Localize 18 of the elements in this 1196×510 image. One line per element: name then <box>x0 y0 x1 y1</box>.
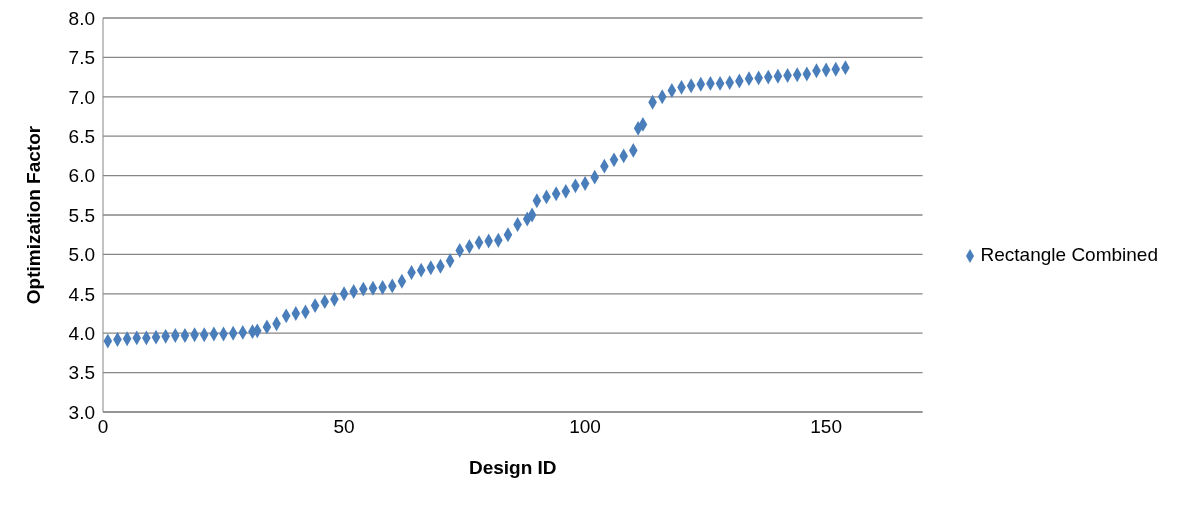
y-tick-label: 7.5 <box>68 47 95 69</box>
y-tick-label: 4.5 <box>68 283 95 305</box>
x-tick-label: 100 <box>569 416 601 438</box>
x-tick-label: 0 <box>97 416 109 438</box>
x-axis-title: Design ID <box>468 457 557 478</box>
y-tick-label: 6.5 <box>68 125 95 147</box>
y-tick-label: 3.5 <box>68 362 95 384</box>
x-tick-label: 50 <box>333 416 355 438</box>
y-axis-title: Optimization Factor <box>22 125 44 305</box>
y-tick-label: 3.0 <box>68 401 95 423</box>
y-tick-label: 5.0 <box>68 244 95 266</box>
y-tick-label: 6.0 <box>68 165 95 187</box>
legend-label: Rectangle Combined <box>980 244 1158 265</box>
y-tick-label: 7.0 <box>68 86 95 108</box>
x-tick-label: 150 <box>810 416 842 438</box>
y-tick-label: 5.5 <box>68 204 95 226</box>
y-tick-label: 4.0 <box>68 322 95 344</box>
y-tick-label: 8.0 <box>68 7 95 29</box>
